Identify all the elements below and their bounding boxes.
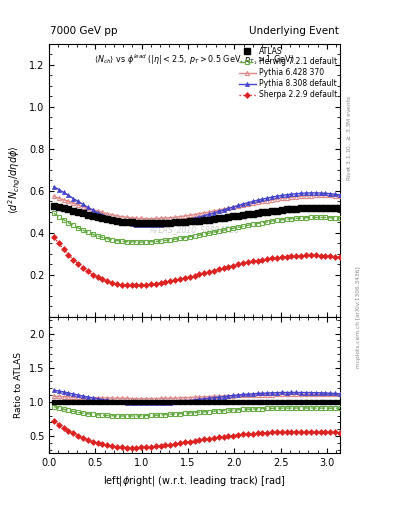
Text: $\langle N_{ch}\rangle$ vs $\phi^{lead}$ ($|\eta| < 2.5$, $p_T > 0.5$ GeV, $p_{T: $\langle N_{ch}\rangle$ vs $\phi^{lead}$…	[94, 52, 295, 67]
X-axis label: left|$\phi$right| (w.r.t. leading track) [rad]: left|$\phi$right| (w.r.t. leading track)…	[103, 474, 286, 487]
Text: Rivet 3.1.10, $\geq$ 3.5M events: Rivet 3.1.10, $\geq$ 3.5M events	[346, 95, 353, 181]
Legend: ATLAS, Herwig 7.2.1 default, Pythia 6.428 370, Pythia 8.308 default, Sherpa 2.2.: ATLAS, Herwig 7.2.1 default, Pythia 6.42…	[237, 45, 338, 101]
Text: mcplots.cern.ch [arXiv:1306.3436]: mcplots.cern.ch [arXiv:1306.3436]	[356, 267, 361, 368]
Text: ATLAS_2010_S8894728: ATLAS_2010_S8894728	[149, 225, 240, 233]
Y-axis label: Ratio to ATLAS: Ratio to ATLAS	[14, 352, 23, 418]
Text: 7000 GeV pp: 7000 GeV pp	[50, 26, 118, 36]
Text: Underlying Event: Underlying Event	[249, 26, 339, 36]
Y-axis label: $\langle d^2 N_{chg}/d\eta d\phi \rangle$: $\langle d^2 N_{chg}/d\eta d\phi \rangle…	[7, 146, 23, 215]
